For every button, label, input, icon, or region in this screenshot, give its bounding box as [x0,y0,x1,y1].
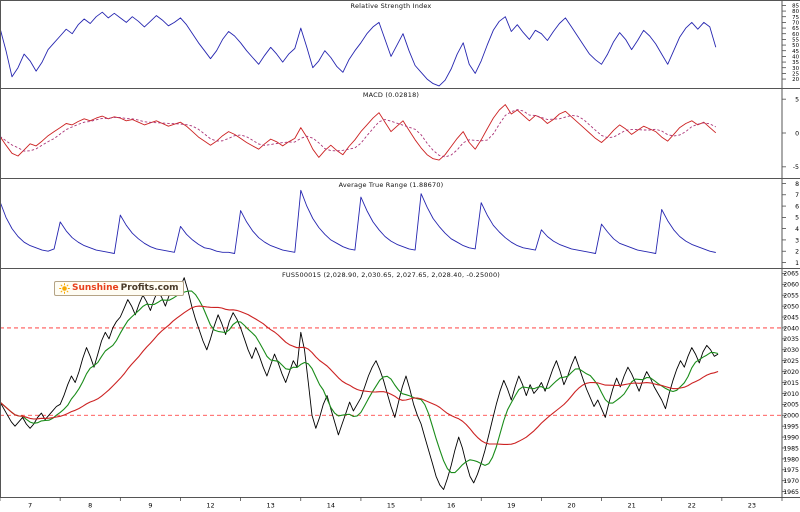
x-tick-label: 13 [267,502,275,510]
y-tick-label: 20 [792,77,799,83]
y-tick-label: 55 [792,37,799,43]
ma-slow-line [0,305,719,445]
sunshineprofits-logo[interactable]: Sunshine Profits.com [54,281,184,296]
logo-text-profits: Profits.com [120,283,179,293]
atr-line [0,189,716,254]
y-tick-label: 5 [795,97,799,104]
x-tick-label: 21 [627,502,635,510]
y-tick-label: 2025 [783,358,799,365]
y-tick-label: 60 [792,32,799,38]
y-tick-label: 2030 [783,347,799,354]
y-tick-label: 2 [795,249,799,256]
y-tick-label: 2015 [783,380,799,387]
y-tick-label: 45 [792,49,799,55]
y-tick-label: 1990 [783,434,799,441]
y-tick-label: 2000 [783,413,799,420]
x-tick-label: 12 [206,502,214,510]
y-tick-label: 2060 [783,282,799,289]
ma-fast-line [0,290,719,474]
y-tick-label: 25 [792,71,799,77]
x-tick-label: 8 [88,502,92,510]
x-tick-label: 7 [28,502,32,510]
y-tick-label: 2045 [783,314,799,321]
y-tick-label: 75 [792,15,799,21]
x-tick-label: 23 [748,502,756,510]
y-tick-label: 2035 [783,336,799,343]
x-tick-label: 14 [327,502,335,510]
y-tick-label: 3 [795,237,799,244]
y-tick-label: 1965 [783,489,799,496]
x-tick-label: 20 [567,502,575,510]
y-tick-label: 8 [795,181,799,188]
y-tick-label: 4 [795,226,799,233]
logo-text-sunshine: Sunshine [72,283,119,293]
y-tick-label: 65 [792,26,799,32]
macd-line [0,104,717,161]
y-tick-label: 2020 [783,369,799,376]
y-tick-label: 30 [792,66,799,72]
y-tick-label: 2055 [783,293,799,300]
signal-line [0,109,717,158]
y-tick-label: 5 [795,215,799,222]
y-tick-label: 2005 [783,402,799,409]
y-tick-label: 1975 [783,467,799,474]
y-tick-label: -5 [793,164,799,171]
y-tick-label: 35 [792,60,799,66]
price-line [0,277,719,490]
y-tick-label: 1980 [783,456,799,463]
x-tick-label: 9 [148,502,152,510]
x-tick-label: 19 [507,502,515,510]
y-tick-label: 1985 [783,445,799,452]
sun-icon [59,283,70,294]
y-tick-label: 2050 [783,303,799,310]
y-tick-label: 2065 [783,271,799,278]
y-tick-label: 1 [795,260,799,267]
y-tick-label: 40 [792,54,799,60]
y-tick-label: 2040 [783,325,799,332]
y-tick-label: 50 [792,43,799,49]
y-tick-label: 0 [795,130,799,137]
x-tick-label: 22 [688,502,696,510]
x-tick-label: 15 [387,502,395,510]
y-tick-label: 1995 [783,424,799,431]
x-tick-label: 16 [447,502,455,510]
y-tick-label: 70 [792,20,799,26]
y-tick-label: 2010 [783,391,799,398]
y-tick-label: 80 [792,9,799,15]
y-tick-label: 7 [795,192,799,199]
y-tick-label: 6 [795,203,799,210]
rsi-line [0,11,717,87]
y-tick-label: 85 [792,3,799,9]
y-tick-label: 1970 [783,478,799,485]
